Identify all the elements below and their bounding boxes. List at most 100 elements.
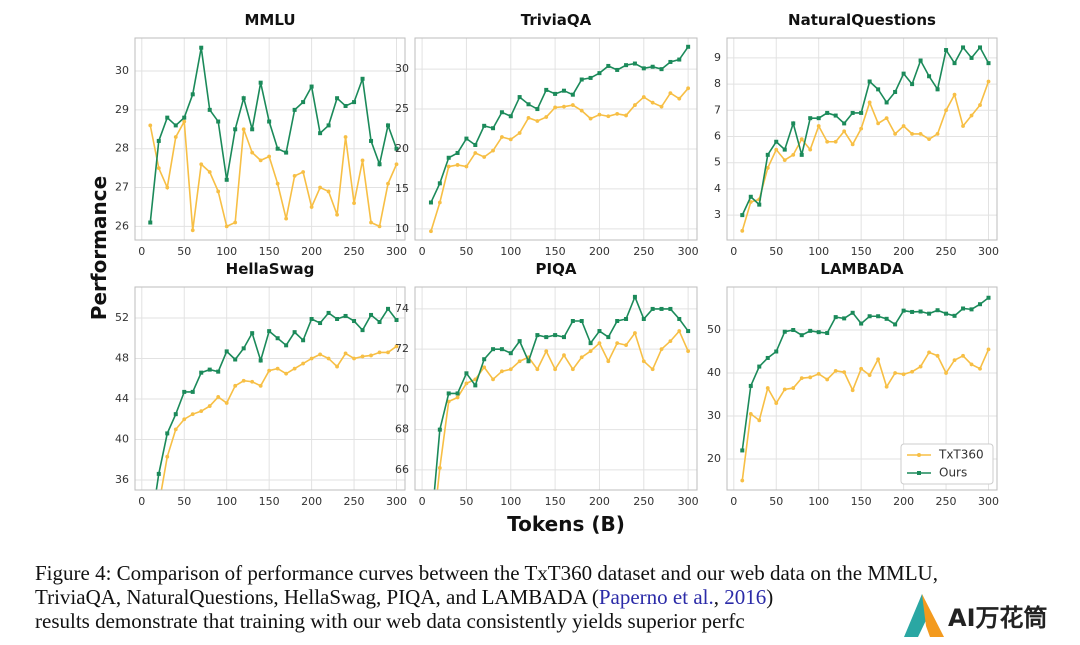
x-tick-label: 150 bbox=[259, 245, 280, 258]
y-tick-label: 40 bbox=[115, 432, 129, 445]
x-tick-label: 300 bbox=[678, 495, 699, 508]
point bbox=[833, 315, 838, 320]
point bbox=[377, 162, 382, 167]
legend-marker bbox=[917, 453, 921, 457]
point bbox=[241, 346, 246, 351]
point bbox=[292, 330, 297, 335]
point bbox=[258, 158, 263, 163]
citation-link[interactable]: 2016 bbox=[724, 585, 766, 609]
point bbox=[918, 364, 923, 369]
point bbox=[910, 131, 914, 136]
point bbox=[394, 318, 399, 323]
point bbox=[233, 127, 238, 132]
x-tick-label: 300 bbox=[386, 245, 407, 258]
point bbox=[429, 528, 433, 532]
y-tick-label: 40 bbox=[707, 366, 721, 379]
point bbox=[961, 45, 966, 50]
point bbox=[482, 357, 487, 362]
point bbox=[386, 123, 391, 128]
point bbox=[686, 349, 691, 354]
point bbox=[867, 314, 872, 319]
point bbox=[369, 220, 373, 225]
point bbox=[309, 356, 314, 361]
point bbox=[944, 48, 949, 53]
y-tick-label: 7 bbox=[714, 103, 721, 116]
logo-mark bbox=[922, 594, 944, 637]
citation-link[interactable]: Paperno et al. bbox=[599, 585, 714, 609]
point bbox=[791, 328, 796, 333]
y-tick-label: 30 bbox=[395, 62, 409, 75]
point bbox=[952, 313, 957, 318]
point bbox=[632, 61, 637, 66]
point bbox=[526, 102, 531, 107]
point bbox=[335, 96, 340, 101]
y-tick-label: 68 bbox=[395, 423, 409, 436]
point bbox=[386, 181, 390, 186]
x-tick-label: 50 bbox=[459, 245, 473, 258]
subplot-title: NaturalQuestions bbox=[788, 11, 936, 29]
x-tick-label: 150 bbox=[851, 245, 872, 258]
point bbox=[606, 359, 611, 364]
point bbox=[190, 412, 195, 417]
point bbox=[526, 115, 531, 120]
y-tick-label: 10 bbox=[395, 222, 409, 235]
y-tick-label: 50 bbox=[707, 323, 721, 336]
point bbox=[588, 349, 593, 354]
point bbox=[360, 158, 365, 163]
x-tick-label: 250 bbox=[936, 495, 957, 508]
subplot: MMLU 0 50 100 150 200 250 300 26 27 28 29 30 bbox=[115, 11, 407, 258]
point bbox=[952, 358, 957, 363]
point bbox=[544, 115, 549, 119]
point bbox=[165, 115, 170, 120]
x-tick-label: 100 bbox=[216, 495, 237, 508]
point bbox=[816, 116, 821, 121]
caption-text: , bbox=[714, 585, 725, 609]
point bbox=[615, 341, 620, 346]
subplot-title: TriviaQA bbox=[521, 11, 592, 29]
y-tick-label: 66 bbox=[395, 463, 409, 476]
point bbox=[173, 412, 178, 417]
point bbox=[850, 310, 855, 315]
point bbox=[156, 138, 161, 143]
x-tick-label: 300 bbox=[978, 245, 999, 258]
point bbox=[190, 228, 195, 233]
point bbox=[910, 82, 915, 87]
point bbox=[986, 79, 991, 84]
point bbox=[267, 329, 272, 334]
point bbox=[677, 96, 682, 101]
point bbox=[876, 121, 881, 126]
point bbox=[597, 329, 602, 334]
y-tick-label: 29 bbox=[115, 103, 129, 116]
point bbox=[517, 339, 522, 344]
point bbox=[437, 465, 442, 470]
point bbox=[808, 147, 813, 152]
point bbox=[935, 308, 940, 313]
point bbox=[335, 316, 340, 321]
y-tick-label: 72 bbox=[395, 342, 409, 355]
point bbox=[876, 314, 881, 319]
point bbox=[782, 387, 787, 392]
point bbox=[561, 88, 566, 93]
legend-label: TxT360 bbox=[938, 448, 984, 462]
y-tick-label: 36 bbox=[115, 473, 129, 486]
x-tick-label: 250 bbox=[633, 495, 654, 508]
point bbox=[641, 359, 646, 364]
point bbox=[473, 151, 478, 155]
point bbox=[935, 131, 940, 136]
point bbox=[677, 329, 682, 333]
point bbox=[668, 306, 673, 311]
point bbox=[369, 138, 374, 143]
y-tick-label: 5 bbox=[714, 156, 721, 169]
point bbox=[597, 71, 602, 76]
point bbox=[275, 336, 280, 341]
point bbox=[650, 64, 655, 69]
point bbox=[455, 395, 460, 400]
watermark-text: AI万花筒 bbox=[948, 604, 1048, 632]
point bbox=[216, 395, 221, 399]
x-tick-label: 0 bbox=[138, 245, 145, 258]
y-tick-label: 15 bbox=[395, 182, 409, 195]
point bbox=[284, 371, 289, 376]
point bbox=[464, 136, 469, 141]
point bbox=[570, 319, 575, 324]
